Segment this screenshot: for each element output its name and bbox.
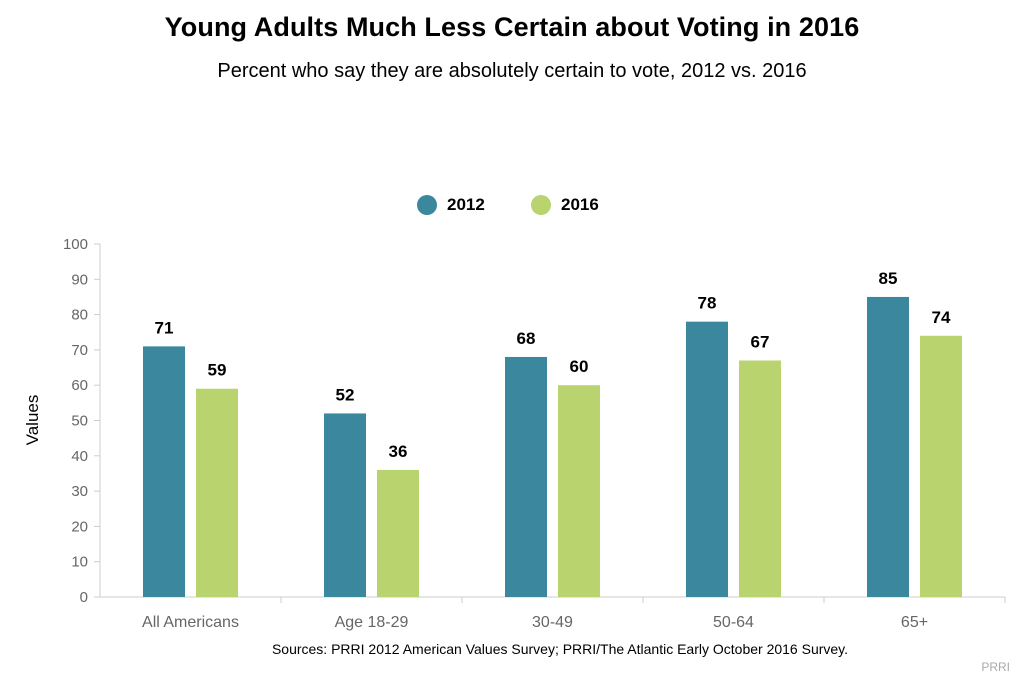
legend-item-2016[interactable]: 2016 [531, 192, 599, 218]
chart-title: Young Adults Much Less Certain about Vot… [164, 12, 860, 42]
legend-item-2012[interactable]: 2012 [417, 192, 485, 218]
data-label-2016: 74 [932, 308, 951, 327]
bar-2016[interactable] [377, 469, 419, 597]
y-tick-label: 100 [63, 236, 88, 253]
data-label-2012: 78 [698, 294, 717, 313]
data-labels: 71 59 52 36 68 60 78 67 85 74 [155, 269, 951, 461]
y-tick-label: 0 [80, 589, 88, 606]
data-label-2012: 68 [517, 329, 536, 348]
legend-label-2012: 2012 [447, 195, 485, 214]
data-label-2012: 52 [336, 385, 355, 404]
y-tick-label: 80 [71, 307, 88, 324]
x-tick-label: 50-64 [713, 614, 754, 631]
y-axis: 0 10 20 30 40 50 60 70 80 90 100 [63, 236, 101, 606]
data-label-2012: 85 [879, 269, 898, 288]
bar-2016[interactable] [196, 388, 238, 597]
bar-2012[interactable] [686, 321, 728, 597]
bars [143, 296, 962, 597]
y-axis-title: Values [23, 395, 42, 446]
x-tick-label: 30-49 [532, 614, 573, 631]
data-label-2016: 60 [570, 357, 589, 376]
credit-label: PRRI [981, 660, 1010, 674]
y-tick-label: 30 [71, 483, 88, 500]
legend-swatch-2016 [531, 195, 551, 215]
data-label-2012: 71 [155, 318, 174, 337]
y-tick-label: 50 [71, 413, 88, 430]
y-tick-label: 10 [71, 554, 88, 571]
data-label-2016: 36 [389, 442, 408, 461]
y-tick-label: 70 [71, 342, 88, 359]
bar-2012[interactable] [505, 356, 547, 597]
bar-2016[interactable] [739, 360, 781, 597]
y-tick-label: 40 [71, 448, 88, 465]
bar-2016[interactable] [558, 385, 600, 597]
y-tick-label: 90 [71, 271, 88, 288]
source-note: Sources: PRRI 2012 American Values Surve… [271, 641, 849, 657]
legend-label-2016: 2016 [561, 195, 599, 214]
bar-2012[interactable] [867, 296, 909, 597]
x-tick-label: All Americans [142, 614, 239, 631]
bar-2012[interactable] [143, 346, 185, 597]
chart-subtitle: Percent who say they are absolutely cert… [217, 60, 807, 82]
legend-swatch-2012 [417, 195, 437, 215]
chart-legend: 2012 2016 [0, 192, 1024, 218]
x-axis: All Americans Age 18-29 30-49 50-64 65+ [100, 596, 1006, 631]
data-label-2016: 59 [208, 361, 227, 380]
y-tick-label: 20 [71, 518, 88, 535]
x-tick-label: Age 18-29 [335, 614, 409, 631]
bar-2012[interactable] [324, 413, 366, 597]
y-tick-label: 60 [71, 377, 88, 394]
data-label-2016: 67 [751, 332, 770, 351]
bar-2016[interactable] [920, 335, 962, 597]
x-tick-label: 65+ [901, 614, 928, 631]
